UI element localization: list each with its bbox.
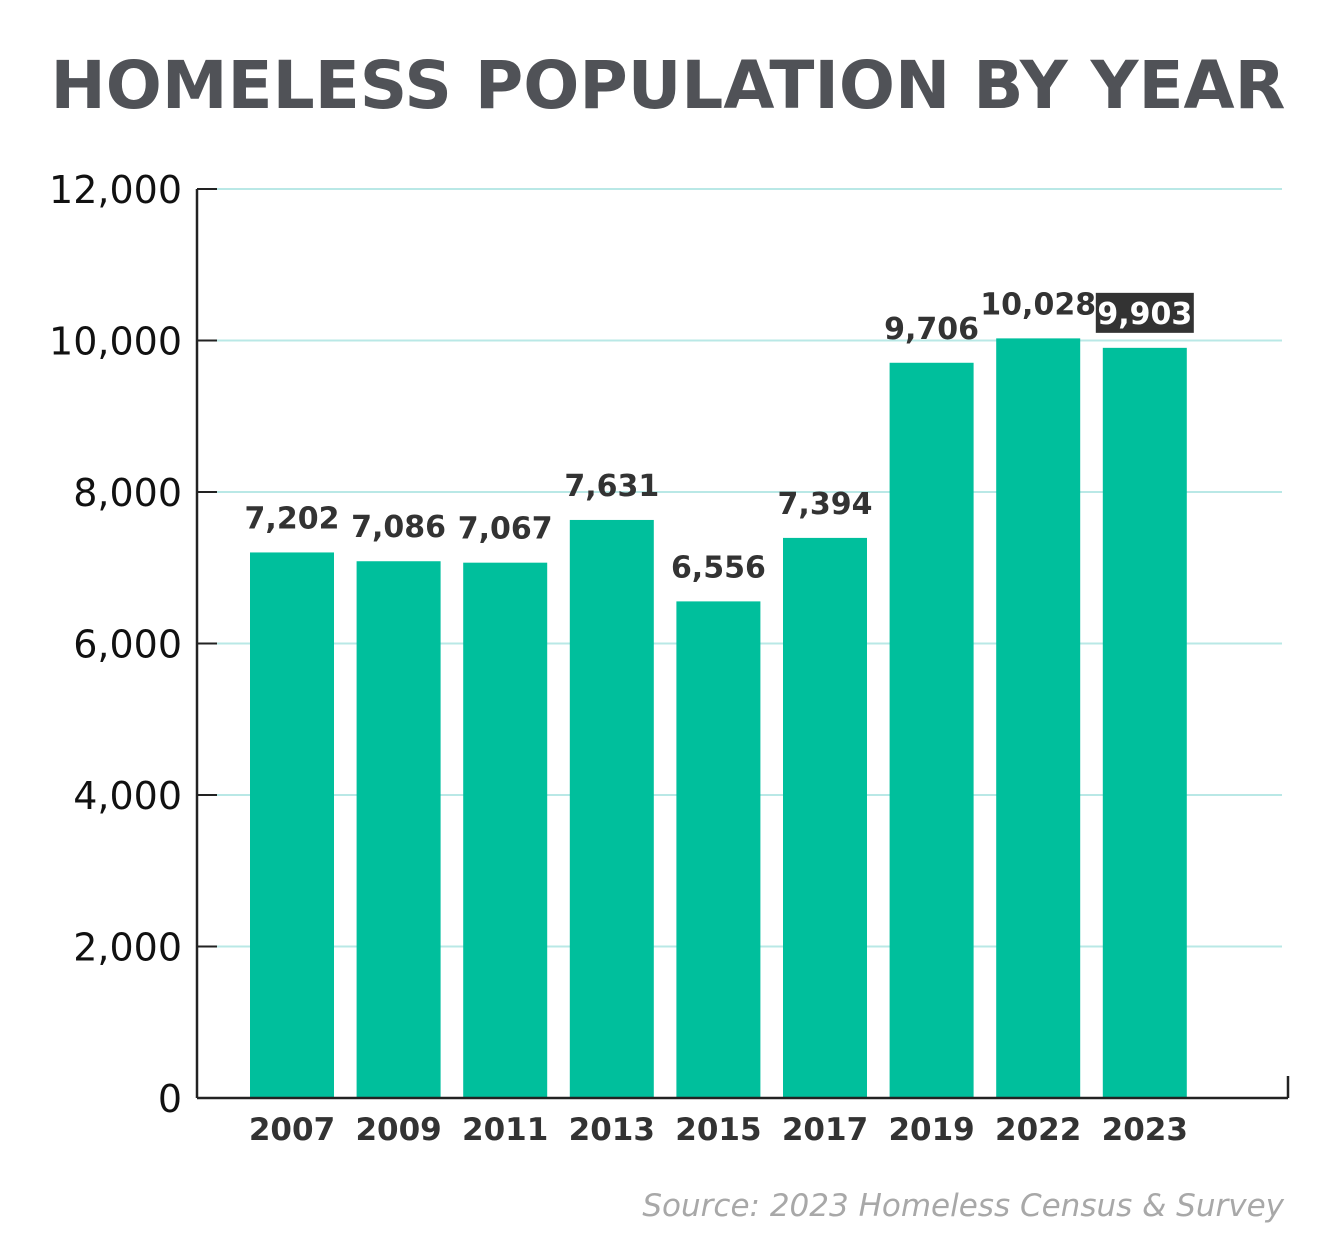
bar	[250, 552, 334, 1098]
value-label: 10,028	[980, 287, 1096, 322]
x-tick-label: 2009	[355, 1112, 441, 1148]
bar	[1102, 347, 1187, 1098]
y-tick-label: 2,000	[73, 926, 182, 970]
y-tick-label: 6,000	[73, 623, 182, 667]
source-note: Source: 2023 Homeless Census & Survey	[642, 1188, 1284, 1224]
x-tick-label: 2007	[249, 1112, 335, 1148]
bar	[463, 562, 548, 1098]
chart-title: HOMELESS POPULATION BY YEAR	[51, 47, 1286, 124]
x-tick-label: 2015	[675, 1112, 761, 1148]
value-label: 7,086	[351, 510, 446, 545]
x-tick-label: 2019	[888, 1112, 974, 1148]
value-label: 7,394	[778, 487, 873, 522]
bar	[356, 561, 441, 1098]
bar	[996, 338, 1081, 1098]
highlight-label-box	[1095, 292, 1194, 333]
y-axis-ticks: 0 2,000 4,000 6,000 8,000 10,000 12,000	[49, 168, 217, 1121]
y-tick-label: 10,000	[49, 320, 182, 364]
x-tick-label: 2013	[569, 1112, 655, 1148]
y-tick-label: 4,000	[73, 774, 182, 818]
axes	[195, 189, 1290, 1100]
x-tick-label: 2022	[995, 1112, 1081, 1148]
value-label: 7,631	[564, 469, 659, 504]
x-axis-ticks: 2007 2009 2011 2013 2015 2017 2019 2022 2023	[249, 1112, 1188, 1148]
y-tick-label: 0	[158, 1077, 182, 1121]
value-label: 7,202	[245, 501, 340, 536]
value-label: 9,903	[1097, 297, 1192, 332]
x-tick-label: 2017	[782, 1112, 868, 1148]
value-label: 9,706	[884, 312, 979, 347]
y-tick-label: 12,000	[49, 168, 182, 212]
value-label: 7,067	[458, 512, 553, 547]
bar	[569, 519, 654, 1098]
bar	[783, 537, 867, 1098]
bars	[250, 338, 1187, 1098]
value-labels: 7,202 7,086 7,067 7,631 6,556 7,394 9,70610,02…	[245, 287, 1194, 585]
x-tick-label: 2023	[1102, 1112, 1188, 1148]
y-tick-label: 8,000	[73, 471, 182, 515]
value-label: 6,556	[671, 550, 766, 585]
bar	[889, 362, 974, 1098]
x-tick-label: 2011	[462, 1112, 548, 1148]
bar	[676, 601, 761, 1098]
